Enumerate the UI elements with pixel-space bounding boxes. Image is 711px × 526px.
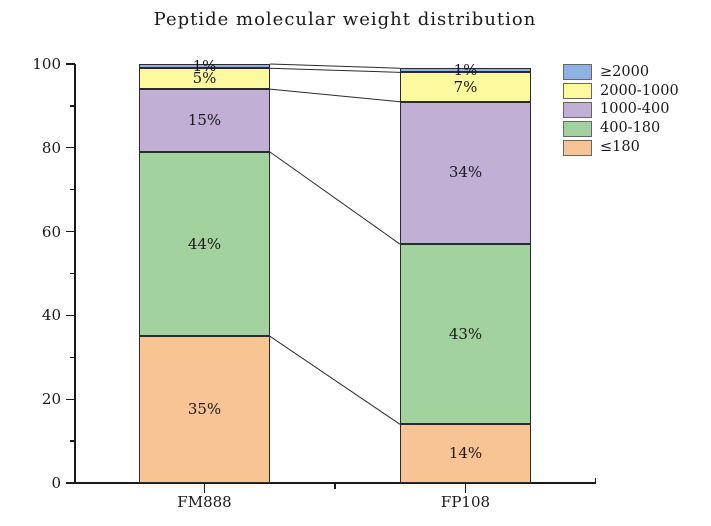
- connector-line: [269, 151, 401, 245]
- bar-segment: 34%: [400, 101, 531, 245]
- bar-segment: 44%: [139, 152, 270, 337]
- bar-segment-label: 34%: [448, 163, 483, 182]
- y-tick-label: 20: [41, 390, 61, 409]
- legend: ≥2000 2000-1000 1000-400 400-180 ≤180: [563, 63, 679, 157]
- bar-segment: 35%: [139, 336, 270, 483]
- bar-segment: 7%: [400, 72, 531, 102]
- legend-swatch: [563, 101, 592, 118]
- bar-segment-label: 35%: [187, 400, 222, 419]
- legend-swatch: [563, 139, 592, 156]
- legend-swatch: [563, 83, 592, 100]
- legend-swatch: [563, 120, 592, 137]
- plot-area: 0 20 40 60 80 100 35% 44% 15% 5% 1% FM888 14% 43% 34% 7…: [32, 56, 596, 511]
- y-tick-label: 100: [32, 55, 61, 73]
- bar-segment: 1%: [139, 58, 270, 73]
- y-tick-minor: [70, 440, 75, 442]
- x-category-label: FM888: [177, 493, 232, 511]
- bar-segment: 5%: [139, 68, 270, 90]
- y-tick-minor: [70, 189, 75, 191]
- bar-segment-label: 14%: [448, 444, 483, 463]
- y-tick: [66, 398, 75, 400]
- chart-title: Peptide molecular weight distribution: [153, 9, 537, 30]
- y-tick: [66, 147, 75, 149]
- y-tick-minor: [70, 272, 75, 275]
- bar-segment: 15%: [139, 89, 270, 152]
- y-tick: [66, 314, 75, 317]
- legend-item: 1000-400: [563, 101, 679, 120]
- connector-line: [269, 63, 401, 69]
- y-tick-label: 0: [51, 474, 61, 492]
- legend-item: ≥2000: [563, 63, 679, 82]
- y-tick-label: 60: [41, 222, 61, 241]
- bar-segment: 43%: [400, 244, 531, 425]
- y-tick: [66, 63, 75, 65]
- x-axis-line: [74, 482, 596, 484]
- connector-line: [269, 67, 401, 73]
- legend-item: 2000-1000: [563, 82, 679, 101]
- bar-segment: 1%: [400, 62, 531, 77]
- legend-swatch: [563, 64, 592, 81]
- bar-segment: 14%: [400, 424, 531, 483]
- x-axis-end-tick: [594, 478, 596, 483]
- bar-segment-label: 15%: [187, 111, 222, 130]
- legend-item-label: 400-180: [600, 120, 661, 137]
- bar-segment-label: 7%: [453, 77, 478, 96]
- y-tick-minor: [70, 356, 75, 358]
- legend-item-label: ≥2000: [600, 63, 650, 80]
- bar-segment-label: 1%: [192, 56, 217, 75]
- connector-lines: [269, 63, 401, 425]
- y-tick-minor: [70, 105, 75, 107]
- y-tick-label: 80: [41, 138, 61, 157]
- x-tick: [464, 484, 467, 493]
- legend-item-label: 1000-400: [600, 101, 670, 118]
- x-category-label: FP108: [440, 493, 491, 511]
- x-tick-minor: [334, 484, 336, 489]
- legend-item: 400-180: [563, 119, 679, 138]
- x-tick: [203, 484, 206, 493]
- bar-segment-label: 43%: [448, 324, 483, 343]
- y-tick: [66, 482, 75, 484]
- legend-item: ≤180: [563, 138, 679, 157]
- bar-segment-label: 5%: [192, 69, 217, 88]
- connector-line: [269, 335, 401, 425]
- connector-line: [269, 88, 401, 103]
- bar-segment-label: 44%: [187, 234, 222, 253]
- y-tick-label: 40: [41, 306, 61, 325]
- bar-segment-label: 1%: [453, 60, 478, 79]
- legend-item-label: 2000-1000: [600, 82, 679, 99]
- y-tick: [66, 230, 75, 233]
- legend-item-label: ≤180: [600, 139, 640, 156]
